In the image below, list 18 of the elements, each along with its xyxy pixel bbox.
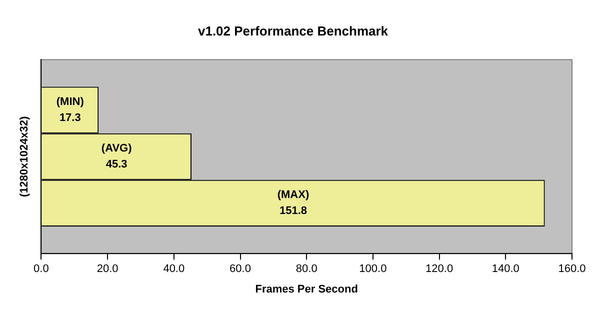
data-label: 45.3 xyxy=(106,158,128,171)
series-label: (AVG) xyxy=(101,142,132,155)
data-label: 17.3 xyxy=(59,112,81,124)
chart-title: v1.02 Performance Benchmark xyxy=(198,23,389,38)
series-label: (MAX) xyxy=(277,189,310,202)
x-tick-label: 20.0 xyxy=(96,263,118,276)
series-label: (MIN) xyxy=(56,96,84,108)
x-tick-label: 160.0 xyxy=(558,263,586,276)
y-axis-title: (1280x1024x32) xyxy=(18,116,31,197)
x-tick-label: 100.0 xyxy=(359,263,387,276)
x-tick-label: 80.0 xyxy=(296,263,318,276)
x-tick-label: 40.0 xyxy=(163,263,185,276)
x-tick-label: 60.0 xyxy=(230,263,251,276)
x-tick-label: 140.0 xyxy=(492,263,520,276)
x-tick-label: 0.0 xyxy=(34,263,49,276)
data-label: 151.8 xyxy=(279,205,308,218)
x-axis-title: Frames Per Second xyxy=(255,283,358,296)
x-tick-label: 120.0 xyxy=(426,263,454,276)
